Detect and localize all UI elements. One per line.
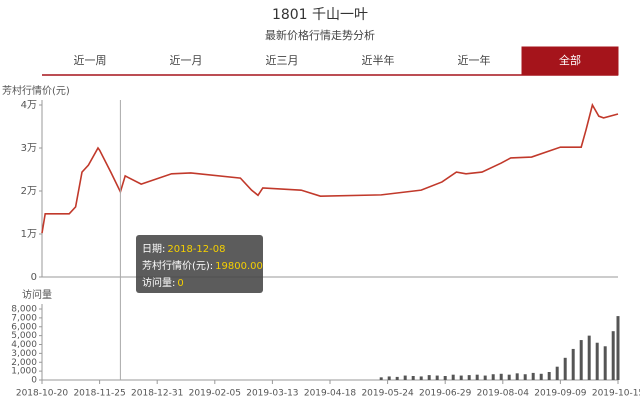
y-tick-label: 6,000 bbox=[11, 322, 37, 332]
bar bbox=[451, 374, 455, 380]
x-tick-label: 2019-08-04 bbox=[477, 389, 530, 399]
y-axis-label: 访问量 bbox=[22, 288, 52, 301]
bar bbox=[587, 335, 591, 380]
bar bbox=[616, 316, 620, 380]
x-tick-label: 2019-05-24 bbox=[361, 389, 414, 399]
bar bbox=[507, 374, 511, 380]
x-tick-label: 2019-09-09 bbox=[534, 389, 587, 399]
x-tick-label: 2018-12-31 bbox=[131, 389, 183, 399]
bar bbox=[435, 375, 439, 380]
bar bbox=[603, 346, 607, 380]
bar bbox=[387, 376, 391, 380]
bar bbox=[523, 374, 527, 380]
y-tick-label: 7,000 bbox=[11, 313, 37, 323]
y-tick-label: 0 bbox=[31, 376, 37, 386]
tooltip-label: 访问量: bbox=[142, 276, 175, 289]
y-tick-label: 0 bbox=[31, 272, 37, 283]
bar bbox=[547, 372, 551, 380]
x-tick-label: 2019-03-13 bbox=[246, 389, 298, 399]
y-tick-label: 3,000 bbox=[11, 349, 37, 359]
bar bbox=[475, 374, 479, 380]
tooltip-label: 日期: bbox=[142, 243, 165, 255]
x-tick-label: 2019-04-18 bbox=[304, 389, 357, 399]
bar bbox=[531, 372, 535, 380]
bar bbox=[411, 376, 415, 380]
bar bbox=[563, 357, 567, 380]
x-tick-label: 2019-02-05 bbox=[189, 389, 241, 399]
tooltip-value: 19800.00 bbox=[215, 261, 263, 272]
bar bbox=[555, 366, 559, 380]
y-tick-label: 4万 bbox=[21, 100, 37, 111]
tab[interactable] bbox=[138, 47, 234, 75]
x-tick-label: 2019-06-29 bbox=[419, 389, 472, 399]
tab-label[interactable]: 近三月 bbox=[266, 54, 299, 67]
bar bbox=[571, 348, 575, 380]
bar bbox=[515, 373, 519, 380]
tab-label[interactable]: 近半年 bbox=[362, 53, 395, 67]
price-line bbox=[41, 102, 619, 234]
tab[interactable] bbox=[330, 47, 426, 75]
tab-label[interactable]: 近一月 bbox=[170, 54, 203, 67]
bar bbox=[403, 375, 407, 380]
bar bbox=[579, 340, 583, 380]
bar bbox=[611, 331, 615, 380]
tooltip-label: 芳村行情价(元): bbox=[142, 259, 213, 272]
tab[interactable] bbox=[426, 47, 522, 75]
bar bbox=[595, 342, 599, 380]
bar bbox=[459, 375, 463, 380]
bar bbox=[467, 375, 471, 380]
chart-subtitle: 最新价格行情走势分析 bbox=[265, 28, 375, 42]
bar bbox=[395, 376, 399, 380]
y-tick-label: 4,000 bbox=[11, 340, 37, 350]
bar bbox=[419, 376, 423, 380]
bar bbox=[443, 376, 447, 380]
tab[interactable] bbox=[234, 47, 330, 75]
tab-label[interactable]: 全部 bbox=[559, 53, 581, 67]
y-tick-label: 1万 bbox=[21, 229, 37, 240]
x-tick-label: 2018-11-25 bbox=[73, 389, 125, 399]
y-tick-label: 8,000 bbox=[11, 305, 37, 315]
x-tick-label: 2019-10-15 bbox=[592, 389, 640, 399]
tooltip-box bbox=[136, 235, 263, 293]
tab[interactable] bbox=[521, 46, 619, 76]
tooltip-value: 0 bbox=[177, 278, 183, 289]
y-tick-label: 1,000 bbox=[11, 367, 37, 377]
bar bbox=[539, 373, 543, 380]
tab-label[interactable]: 近一周 bbox=[74, 54, 107, 67]
tab-label[interactable]: 近一年 bbox=[458, 53, 491, 67]
bar bbox=[499, 373, 503, 380]
bar bbox=[379, 377, 383, 380]
tooltip-value: 2018-12-08 bbox=[167, 244, 225, 255]
y-tick-label: 3万 bbox=[21, 143, 37, 154]
chart-title: 1801 千山一叶 bbox=[272, 7, 368, 23]
bar bbox=[427, 375, 431, 380]
y-tick-label: 2,000 bbox=[11, 358, 37, 368]
y-tick-label: 2万 bbox=[21, 186, 37, 197]
tab[interactable] bbox=[42, 47, 138, 75]
bar bbox=[483, 375, 487, 380]
y-tick-label: 5,000 bbox=[11, 331, 37, 341]
bar bbox=[491, 374, 495, 380]
y-axis-label: 芳村行情价(元) bbox=[2, 84, 70, 97]
x-tick-label: 2018-10-20 bbox=[16, 389, 69, 399]
